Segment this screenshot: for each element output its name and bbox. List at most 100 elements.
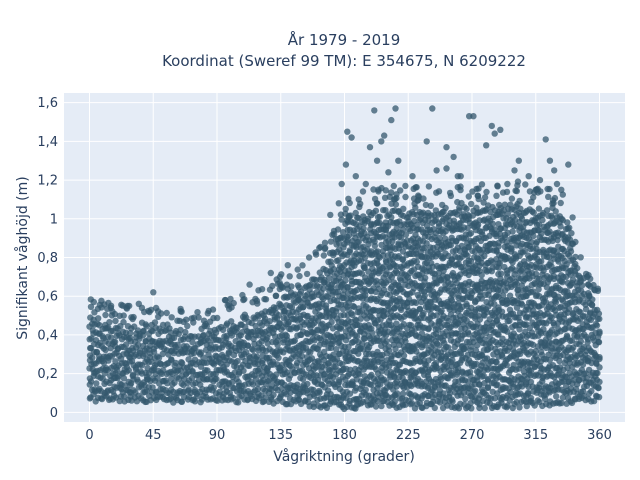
data-point <box>577 338 585 345</box>
data-point <box>559 191 566 198</box>
data-point <box>164 380 171 387</box>
data-point <box>112 317 119 325</box>
data-point <box>500 292 507 299</box>
outlier-point <box>415 192 422 199</box>
data-point <box>249 346 257 354</box>
data-point <box>349 311 356 318</box>
x-tick-label: 135 <box>268 428 293 443</box>
data-point <box>495 243 502 250</box>
outlier-point <box>525 173 532 180</box>
data-point <box>442 204 449 212</box>
data-point <box>228 318 235 325</box>
data-point <box>394 390 401 397</box>
data-point <box>566 224 573 231</box>
outlier-point <box>577 277 585 284</box>
outlier-point <box>327 211 334 219</box>
data-point <box>152 304 160 312</box>
data-point <box>433 189 440 196</box>
data-point <box>476 316 484 323</box>
data-point <box>595 393 603 401</box>
y-tick-label: 0,4 <box>37 328 58 343</box>
data-point <box>120 375 128 382</box>
data-point <box>320 285 327 292</box>
y-tick-label: 0,2 <box>37 367 58 382</box>
outlier-point <box>366 144 374 151</box>
data-point <box>564 219 571 226</box>
outlier-point <box>178 308 185 315</box>
data-point <box>234 357 241 365</box>
data-point <box>106 319 113 326</box>
data-point <box>509 228 516 235</box>
data-point <box>210 384 217 391</box>
data-point <box>275 312 283 319</box>
outlier-point <box>362 180 369 188</box>
data-point <box>283 281 291 288</box>
outlier-point <box>542 136 549 143</box>
data-point <box>595 339 603 346</box>
data-point <box>89 354 96 361</box>
data-point <box>462 395 469 402</box>
data-point <box>184 322 191 330</box>
data-point <box>295 284 303 291</box>
y-tick-labels: 0 0,2 0,4 0,6 0,8 1 1,2 1,4 1,6 <box>37 96 58 421</box>
data-point <box>163 309 170 317</box>
data-point <box>335 257 342 264</box>
outlier-point <box>515 157 522 164</box>
outlier-point <box>483 142 490 149</box>
data-point <box>368 325 375 332</box>
data-point <box>465 193 472 200</box>
data-point <box>454 184 461 191</box>
data-point <box>529 341 537 348</box>
data-point <box>473 204 480 211</box>
data-point <box>543 284 551 291</box>
data-point <box>594 285 601 292</box>
data-point <box>342 205 349 213</box>
data-point <box>569 214 576 221</box>
data-point <box>328 319 335 326</box>
outlier-point <box>558 186 565 193</box>
data-point <box>320 252 327 259</box>
data-point <box>276 279 283 287</box>
data-point <box>125 367 132 374</box>
data-point <box>345 195 352 202</box>
data-point <box>516 404 523 411</box>
y-tick-label: 1,6 <box>37 96 58 111</box>
y-tick-label: 1 <box>50 212 58 227</box>
data-point <box>361 254 368 262</box>
outlier-point <box>385 169 392 176</box>
data-point <box>353 333 361 340</box>
outlier-point <box>348 134 355 141</box>
data-point <box>326 274 333 282</box>
data-point <box>346 390 354 397</box>
data-point <box>481 194 489 201</box>
data-point <box>330 266 338 273</box>
data-point <box>336 378 343 386</box>
data-point <box>394 269 401 277</box>
data-point <box>274 341 281 349</box>
data-point <box>299 262 306 269</box>
data-point <box>140 327 147 335</box>
data-point <box>298 352 306 360</box>
data-point <box>535 221 543 228</box>
data-point <box>513 280 520 287</box>
data-point <box>435 342 443 349</box>
data-point <box>286 273 293 280</box>
data-point <box>219 326 227 334</box>
data-point <box>95 315 102 322</box>
data-point <box>393 191 400 198</box>
data-point <box>465 331 472 338</box>
data-point <box>448 396 456 403</box>
data-point <box>346 247 353 254</box>
data-point <box>190 349 198 357</box>
data-point <box>559 279 566 286</box>
outlier-point <box>504 180 511 188</box>
data-point <box>255 287 262 294</box>
data-point <box>596 328 603 335</box>
data-point <box>498 308 506 315</box>
outlier-point <box>497 126 504 133</box>
data-point <box>226 305 233 313</box>
data-point <box>596 364 603 371</box>
data-point <box>391 374 398 381</box>
data-point <box>388 189 395 196</box>
